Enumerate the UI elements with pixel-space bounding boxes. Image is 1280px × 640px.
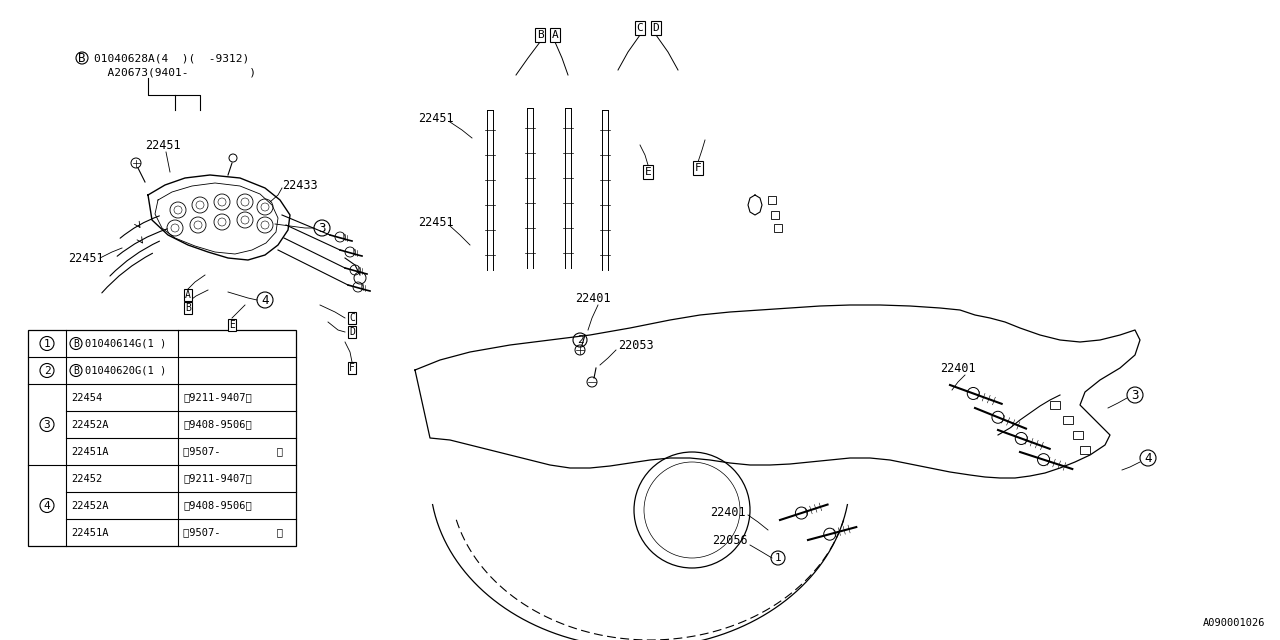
Text: 1: 1 [44,339,50,349]
Text: 4: 4 [261,294,269,307]
Text: D: D [349,327,355,337]
Text: 2: 2 [576,335,584,345]
Text: 22452: 22452 [70,474,102,483]
Text: F: F [349,363,355,373]
Text: 22401: 22401 [940,362,975,374]
Bar [771,211,780,219]
Text: B: B [73,365,79,376]
Text: 4: 4 [1144,451,1152,465]
Text: A20673(9401-         ): A20673(9401- ) [93,67,256,77]
Text: 3: 3 [319,221,325,234]
Text: B: B [536,30,544,40]
Text: 22401: 22401 [575,291,611,305]
Text: 〔9211-9407〉: 〔9211-9407〉 [183,474,252,483]
Text: 4: 4 [44,500,50,511]
Text: 22451A: 22451A [70,527,109,538]
Text: 22056: 22056 [712,534,748,547]
Text: 〔9507-         〉: 〔9507- 〉 [183,447,283,456]
Text: C: C [349,313,355,323]
Text: 22452A: 22452A [70,419,109,429]
Text: 22401: 22401 [710,506,746,518]
Text: 1: 1 [774,553,781,563]
Text: E: E [229,320,236,330]
Text: D: D [653,23,659,33]
Text: 22451: 22451 [145,138,180,152]
Text: 22451: 22451 [68,252,104,264]
Bar [28,330,296,546]
Bar [1050,401,1060,409]
Bar [1073,431,1083,439]
Text: F: F [695,163,701,173]
Text: 〔9507-         〉: 〔9507- 〉 [183,527,283,538]
Text: 22451: 22451 [419,216,453,228]
Text: 22053: 22053 [618,339,654,351]
Text: 2: 2 [44,365,50,376]
Text: 〔9408-9506〉: 〔9408-9506〉 [183,419,252,429]
Text: 3: 3 [44,419,50,429]
Text: 01040620G(1 ): 01040620G(1 ) [84,365,166,376]
Text: B: B [78,51,86,65]
Text: A090001026: A090001026 [1202,618,1265,628]
Bar [1062,416,1073,424]
Text: B: B [186,303,191,313]
Text: 3: 3 [1132,388,1139,401]
Text: E: E [645,167,652,177]
Text: 01040614G(1 ): 01040614G(1 ) [84,339,166,349]
Text: 01040628A(4  )(  -9312): 01040628A(4 )( -9312) [93,53,250,63]
Text: 22451: 22451 [419,111,453,125]
Text: A: A [186,290,191,300]
Text: 22451A: 22451A [70,447,109,456]
Bar [774,224,782,232]
Text: A: A [552,30,558,40]
Text: C: C [636,23,644,33]
Bar [1080,446,1091,454]
Text: B: B [73,339,79,349]
Text: 〔9211-9407〉: 〔9211-9407〉 [183,392,252,403]
Text: 22452A: 22452A [70,500,109,511]
Text: 〔9408-9506〉: 〔9408-9506〉 [183,500,252,511]
Text: 22454: 22454 [70,392,102,403]
Bar [768,196,776,204]
Text: 22433: 22433 [282,179,317,191]
